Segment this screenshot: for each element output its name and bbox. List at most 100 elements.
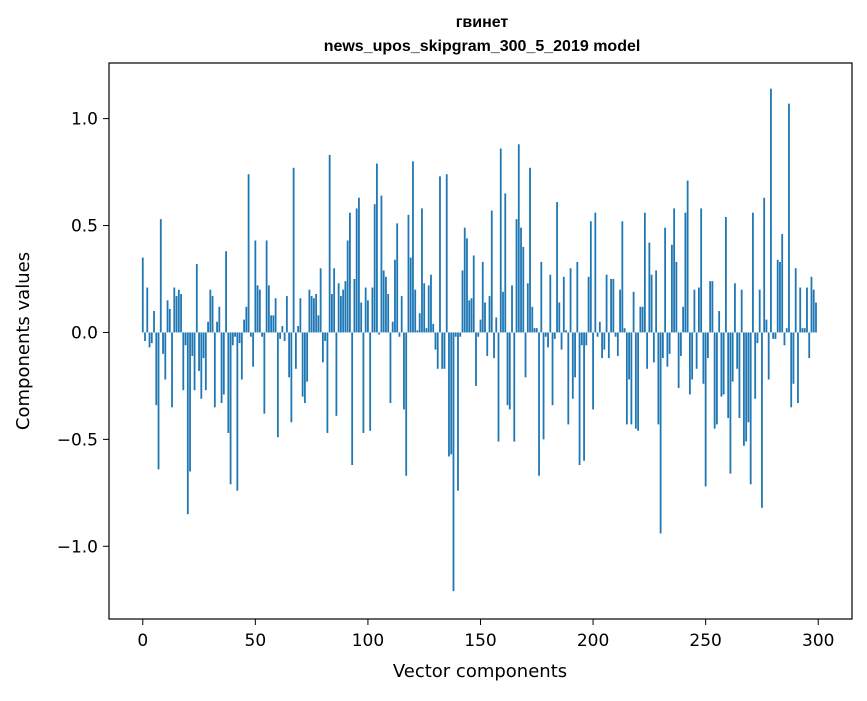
bar: [198, 332, 200, 371]
bar: [643, 212, 646, 333]
bar: [159, 219, 162, 333]
bar: [772, 332, 775, 339]
bar: [734, 283, 736, 333]
bar: [265, 240, 268, 333]
bar: [218, 306, 221, 333]
bar: [779, 261, 781, 333]
bar: [664, 227, 667, 333]
bar: [634, 332, 637, 429]
bar: [418, 313, 421, 333]
bar: [562, 276, 565, 333]
bar: [245, 306, 248, 333]
bar: [625, 332, 628, 425]
bar: [367, 300, 369, 333]
bar: [351, 332, 354, 466]
bar: [470, 298, 473, 333]
bar: [371, 287, 374, 333]
bar: [333, 268, 336, 333]
bar: [308, 289, 311, 333]
bar: [632, 291, 635, 333]
bar: [547, 332, 549, 348]
bar: [227, 332, 230, 433]
bar: [441, 332, 444, 369]
bar: [637, 332, 640, 431]
bar: [731, 332, 734, 382]
bar: [258, 289, 261, 333]
bar: [666, 332, 669, 367]
bar: [403, 332, 405, 410]
bar: [569, 268, 572, 333]
bar: [355, 208, 358, 333]
bar: [743, 332, 745, 446]
bar: [684, 212, 687, 333]
bar: [517, 144, 520, 333]
bar: [815, 302, 817, 333]
bar: [146, 287, 149, 333]
bar: [607, 332, 610, 359]
bar: [758, 289, 761, 333]
bar: [290, 332, 293, 423]
bar: [558, 302, 561, 333]
bar: [204, 332, 207, 391]
bar: [508, 332, 511, 410]
bar: [529, 167, 531, 333]
bar: [686, 180, 689, 333]
bar: [673, 208, 676, 333]
bar: [812, 289, 815, 333]
bar: [234, 332, 236, 337]
bar: [592, 332, 594, 410]
bar: [328, 154, 331, 333]
bar: [312, 298, 315, 333]
bar: [301, 332, 304, 397]
bar: [770, 88, 772, 333]
bar: [725, 216, 727, 333]
chart-title-line-2: news_upos_skipgram_300_5_2019 model: [324, 38, 641, 55]
bar: [247, 174, 250, 333]
bar: [267, 285, 270, 333]
y-tick-label: −1.0: [57, 537, 98, 557]
y-tick-label: 1.0: [71, 110, 98, 130]
x-tick-label: 250: [689, 631, 721, 651]
bar: [630, 332, 633, 425]
bar: [450, 332, 453, 455]
bar: [790, 332, 793, 408]
bar: [173, 287, 176, 333]
y-axis-label: Components values: [13, 252, 34, 430]
bar: [738, 332, 741, 418]
bar: [396, 223, 399, 333]
bar: [700, 208, 703, 333]
bar: [585, 332, 588, 346]
bar: [709, 281, 712, 333]
bar: [436, 332, 439, 369]
bar: [659, 332, 662, 534]
bar: [797, 332, 799, 404]
bar: [412, 161, 414, 333]
bar: [783, 332, 786, 346]
bar: [472, 255, 475, 333]
bar: [486, 332, 489, 356]
bar: [272, 315, 275, 333]
bar: [238, 332, 241, 344]
bar: [430, 274, 432, 333]
x-tick-label: 0: [137, 631, 148, 651]
bar: [288, 332, 291, 378]
bar: [281, 326, 284, 333]
bar: [803, 328, 806, 333]
bar: [191, 332, 194, 356]
bar: [475, 332, 477, 386]
bar: [799, 287, 802, 333]
bar: [533, 328, 536, 333]
bar: [691, 332, 694, 380]
bar: [522, 246, 525, 333]
bar: [380, 195, 383, 333]
bar: [306, 332, 309, 382]
bar: [256, 285, 259, 333]
bar: [756, 332, 759, 344]
bar: [594, 212, 597, 333]
bar: [315, 293, 318, 333]
bar: [578, 332, 581, 466]
bar: [391, 321, 394, 333]
bar: [297, 326, 300, 333]
bar: [148, 332, 151, 348]
bar: [263, 332, 266, 414]
